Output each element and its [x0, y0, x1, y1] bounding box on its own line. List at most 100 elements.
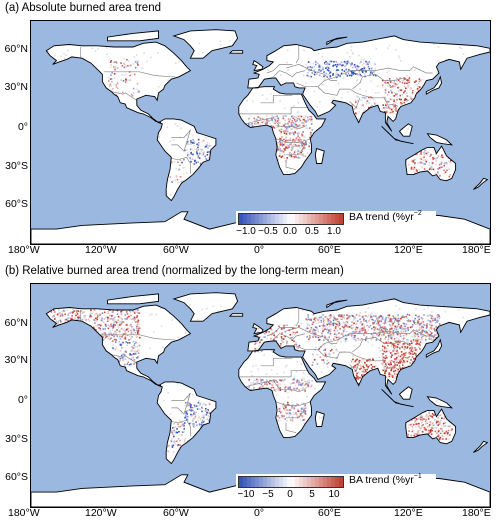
- trend-pixel: [409, 95, 412, 98]
- trend-pixel: [387, 320, 390, 323]
- trend-pixel: [206, 412, 209, 414]
- trend-pixel: [357, 378, 359, 380]
- trend-pixel: [368, 320, 370, 322]
- trend-pixel: [292, 406, 295, 409]
- trend-pixel: [327, 320, 329, 323]
- trend-pixel: [338, 322, 341, 325]
- trend-pixel: [174, 179, 177, 182]
- trend-pixel: [199, 162, 202, 164]
- low-trend-pixel: [299, 415, 302, 417]
- trend-pixel: [296, 379, 299, 382]
- trend-pixel: [437, 434, 440, 437]
- trend-pixel: [168, 444, 170, 447]
- trend-pixel: [396, 77, 398, 80]
- trend-pixel: [192, 424, 194, 427]
- low-trend-pixel: [462, 316, 464, 319]
- trend-pixel: [395, 93, 397, 96]
- trend-pixel: [434, 334, 436, 336]
- trend-pixel: [391, 354, 393, 357]
- low-trend-pixel: [359, 88, 361, 90]
- trend-pixel: [401, 93, 404, 96]
- trend-pixel: [204, 410, 207, 412]
- trend-pixel: [406, 347, 408, 349]
- trend-pixel: [122, 353, 125, 356]
- trend-pixel: [284, 390, 287, 392]
- low-trend-pixel: [308, 340, 310, 342]
- trend-pixel: [432, 157, 434, 159]
- colorbar-segment: [251, 214, 256, 224]
- trend-pixel: [271, 350, 273, 352]
- low-trend-pixel: [433, 43, 435, 45]
- trend-pixel: [308, 142, 311, 144]
- trend-pixel: [432, 336, 435, 339]
- trend-pixel: [314, 319, 316, 322]
- trend-pixel: [337, 336, 340, 339]
- trend-pixel: [174, 431, 176, 433]
- trend-pixel: [132, 346, 135, 349]
- border-line: [296, 82, 385, 99]
- trend-pixel: [396, 364, 398, 366]
- trend-pixel: [122, 359, 124, 361]
- low-trend-pixel: [378, 356, 381, 358]
- trend-pixel: [302, 118, 305, 121]
- coastline-eurasia: [247, 35, 490, 132]
- trend-pixel: [346, 62, 348, 65]
- trend-pixel: [441, 427, 443, 430]
- trend-pixel: [399, 77, 401, 80]
- low-trend-pixel: [212, 305, 215, 308]
- trend-pixel: [115, 333, 117, 336]
- trend-pixel: [423, 334, 426, 337]
- trend-pixel: [296, 119, 298, 122]
- trend-pixel: [383, 346, 386, 348]
- trend-pixel: [353, 364, 356, 367]
- trend-pixel: [305, 386, 308, 389]
- trend-pixel: [375, 315, 377, 317]
- trend-pixel: [434, 319, 436, 321]
- trend-pixel: [311, 129, 314, 131]
- trend-pixel: [205, 413, 208, 416]
- trend-pixel: [280, 337, 283, 339]
- trend-pixel: [418, 153, 421, 156]
- trend-pixel: [431, 162, 434, 164]
- trend-pixel: [383, 107, 385, 109]
- trend-pixel: [113, 66, 115, 68]
- trend-pixel: [414, 163, 416, 165]
- trend-pixel: [437, 435, 439, 438]
- trend-pixel: [254, 342, 257, 344]
- trend-pixel: [448, 168, 450, 170]
- trend-pixel: [393, 328, 396, 331]
- trend-pixel: [431, 413, 434, 415]
- trend-pixel: [430, 324, 433, 327]
- trend-pixel: [415, 426, 417, 428]
- trend-pixel: [356, 65, 359, 67]
- trend-pixel: [308, 145, 310, 148]
- trend-pixel: [292, 331, 295, 334]
- trend-pixel: [408, 424, 411, 427]
- trend-pixel: [278, 410, 281, 413]
- trend-pixel: [119, 350, 122, 352]
- trend-pixel: [428, 334, 431, 336]
- trend-pixel: [308, 67, 310, 69]
- trend-pixel: [349, 332, 352, 334]
- trend-pixel: [287, 130, 289, 133]
- low-trend-pixel: [375, 47, 378, 50]
- trend-pixel: [363, 72, 366, 75]
- trend-pixel: [385, 376, 388, 379]
- trend-pixel: [357, 376, 359, 378]
- trend-pixel: [92, 326, 95, 329]
- trend-pixel: [360, 332, 363, 334]
- trend-pixel: [194, 405, 196, 408]
- colorbar-segment: [271, 214, 276, 224]
- trend-pixel: [132, 328, 135, 331]
- trend-pixel: [365, 67, 367, 70]
- trend-pixel: [129, 354, 131, 356]
- trend-pixel: [176, 428, 178, 430]
- landmass-north-america: [46, 305, 191, 386]
- trend-pixel: [417, 321, 419, 324]
- trend-pixel: [109, 309, 111, 311]
- trend-pixel: [300, 384, 302, 386]
- lat-label-30n: 30°N: [4, 81, 28, 93]
- trend-pixel: [89, 314, 92, 316]
- landmass-north-america: [46, 42, 191, 123]
- trend-pixel: [198, 142, 200, 144]
